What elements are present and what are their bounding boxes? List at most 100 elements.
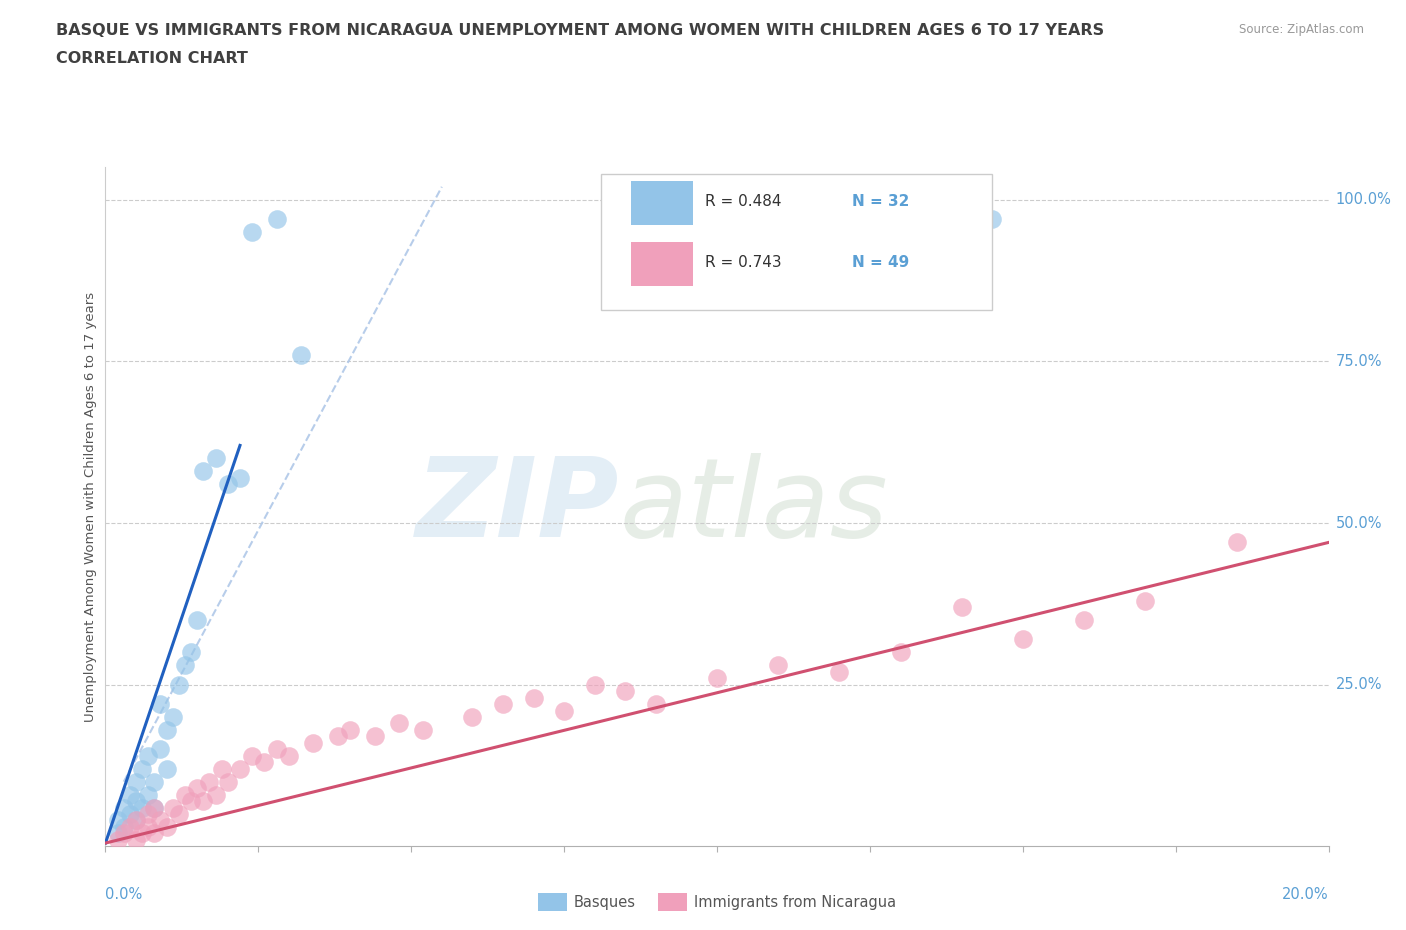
Point — [136, 806, 159, 821]
Point — [149, 742, 172, 757]
Point — [193, 793, 215, 808]
Y-axis label: Unemployment Among Women with Children Ages 6 to 17 years: Unemployment Among Women with Children A… — [84, 292, 97, 722]
Point — [290, 348, 312, 363]
Point — [167, 806, 190, 821]
Point — [768, 658, 790, 672]
Point — [198, 774, 221, 789]
Point — [388, 716, 411, 731]
Point — [1073, 613, 1095, 628]
Text: 20.0%: 20.0% — [1282, 887, 1329, 902]
Point — [706, 671, 728, 685]
Point — [118, 819, 141, 834]
Point — [889, 644, 911, 659]
Point — [149, 697, 172, 711]
Point — [112, 819, 135, 834]
Point — [302, 736, 325, 751]
Point — [553, 703, 575, 718]
Point — [1133, 593, 1156, 608]
FancyBboxPatch shape — [631, 242, 693, 286]
FancyBboxPatch shape — [600, 174, 993, 310]
Point — [186, 613, 208, 628]
Point — [492, 697, 515, 711]
Point — [412, 723, 434, 737]
Point — [180, 793, 202, 808]
Point — [339, 723, 361, 737]
Point — [112, 826, 135, 841]
Text: Source: ZipAtlas.com: Source: ZipAtlas.com — [1239, 23, 1364, 36]
Point — [143, 800, 166, 815]
Text: BASQUE VS IMMIGRANTS FROM NICARAGUA UNEMPLOYMENT AMONG WOMEN WITH CHILDREN AGES : BASQUE VS IMMIGRANTS FROM NICARAGUA UNEM… — [56, 23, 1104, 38]
Point — [162, 800, 184, 815]
Point — [149, 813, 172, 828]
Point — [461, 710, 484, 724]
Text: 75.0%: 75.0% — [1336, 354, 1382, 369]
Point — [167, 677, 190, 692]
Point — [107, 832, 129, 847]
Point — [363, 729, 385, 744]
Point — [253, 755, 276, 770]
Point — [193, 464, 215, 479]
Point — [125, 813, 148, 828]
Text: ZIP: ZIP — [416, 453, 619, 561]
Point — [112, 800, 135, 815]
Point — [644, 697, 666, 711]
Point — [118, 787, 141, 802]
Point — [143, 826, 166, 841]
Point — [266, 742, 288, 757]
Text: R = 0.743: R = 0.743 — [704, 255, 782, 270]
Text: atlas: atlas — [619, 453, 887, 561]
Point — [583, 677, 606, 692]
Text: N = 32: N = 32 — [852, 193, 910, 209]
Text: 50.0%: 50.0% — [1336, 515, 1382, 530]
Point — [240, 225, 263, 240]
Point — [136, 749, 159, 764]
Text: N = 49: N = 49 — [852, 255, 908, 270]
Point — [614, 684, 637, 698]
Legend: Basques, Immigrants from Nicaragua: Basques, Immigrants from Nicaragua — [531, 887, 903, 917]
Point — [240, 749, 263, 764]
Point — [125, 832, 148, 847]
Point — [1011, 632, 1033, 647]
Point — [131, 826, 153, 841]
Text: 25.0%: 25.0% — [1336, 677, 1382, 692]
Point — [211, 762, 233, 777]
Point — [229, 762, 252, 777]
Point — [174, 787, 197, 802]
Point — [107, 813, 129, 828]
Point — [229, 471, 252, 485]
Point — [155, 723, 177, 737]
Point — [136, 787, 159, 802]
Text: 100.0%: 100.0% — [1336, 193, 1392, 207]
Point — [118, 806, 141, 821]
Text: R = 0.484: R = 0.484 — [704, 193, 782, 209]
Point — [277, 749, 299, 764]
Point — [131, 762, 153, 777]
Point — [204, 787, 226, 802]
Point — [125, 813, 148, 828]
Point — [136, 819, 159, 834]
Point — [143, 774, 166, 789]
Point — [217, 774, 239, 789]
Point — [174, 658, 197, 672]
Point — [131, 800, 153, 815]
Point — [125, 793, 148, 808]
FancyBboxPatch shape — [631, 181, 693, 225]
Point — [180, 644, 202, 659]
Point — [204, 451, 226, 466]
Text: 0.0%: 0.0% — [105, 887, 142, 902]
Point — [326, 729, 349, 744]
Point — [981, 212, 1004, 227]
Point — [266, 212, 288, 227]
Point — [125, 774, 148, 789]
Point — [107, 826, 129, 841]
Point — [186, 780, 208, 795]
Text: CORRELATION CHART: CORRELATION CHART — [56, 51, 247, 66]
Point — [217, 477, 239, 492]
Point — [155, 819, 177, 834]
Point — [155, 762, 177, 777]
Point — [828, 664, 851, 679]
Point — [143, 800, 166, 815]
Point — [523, 690, 546, 705]
Point — [162, 710, 184, 724]
Point — [950, 600, 973, 615]
